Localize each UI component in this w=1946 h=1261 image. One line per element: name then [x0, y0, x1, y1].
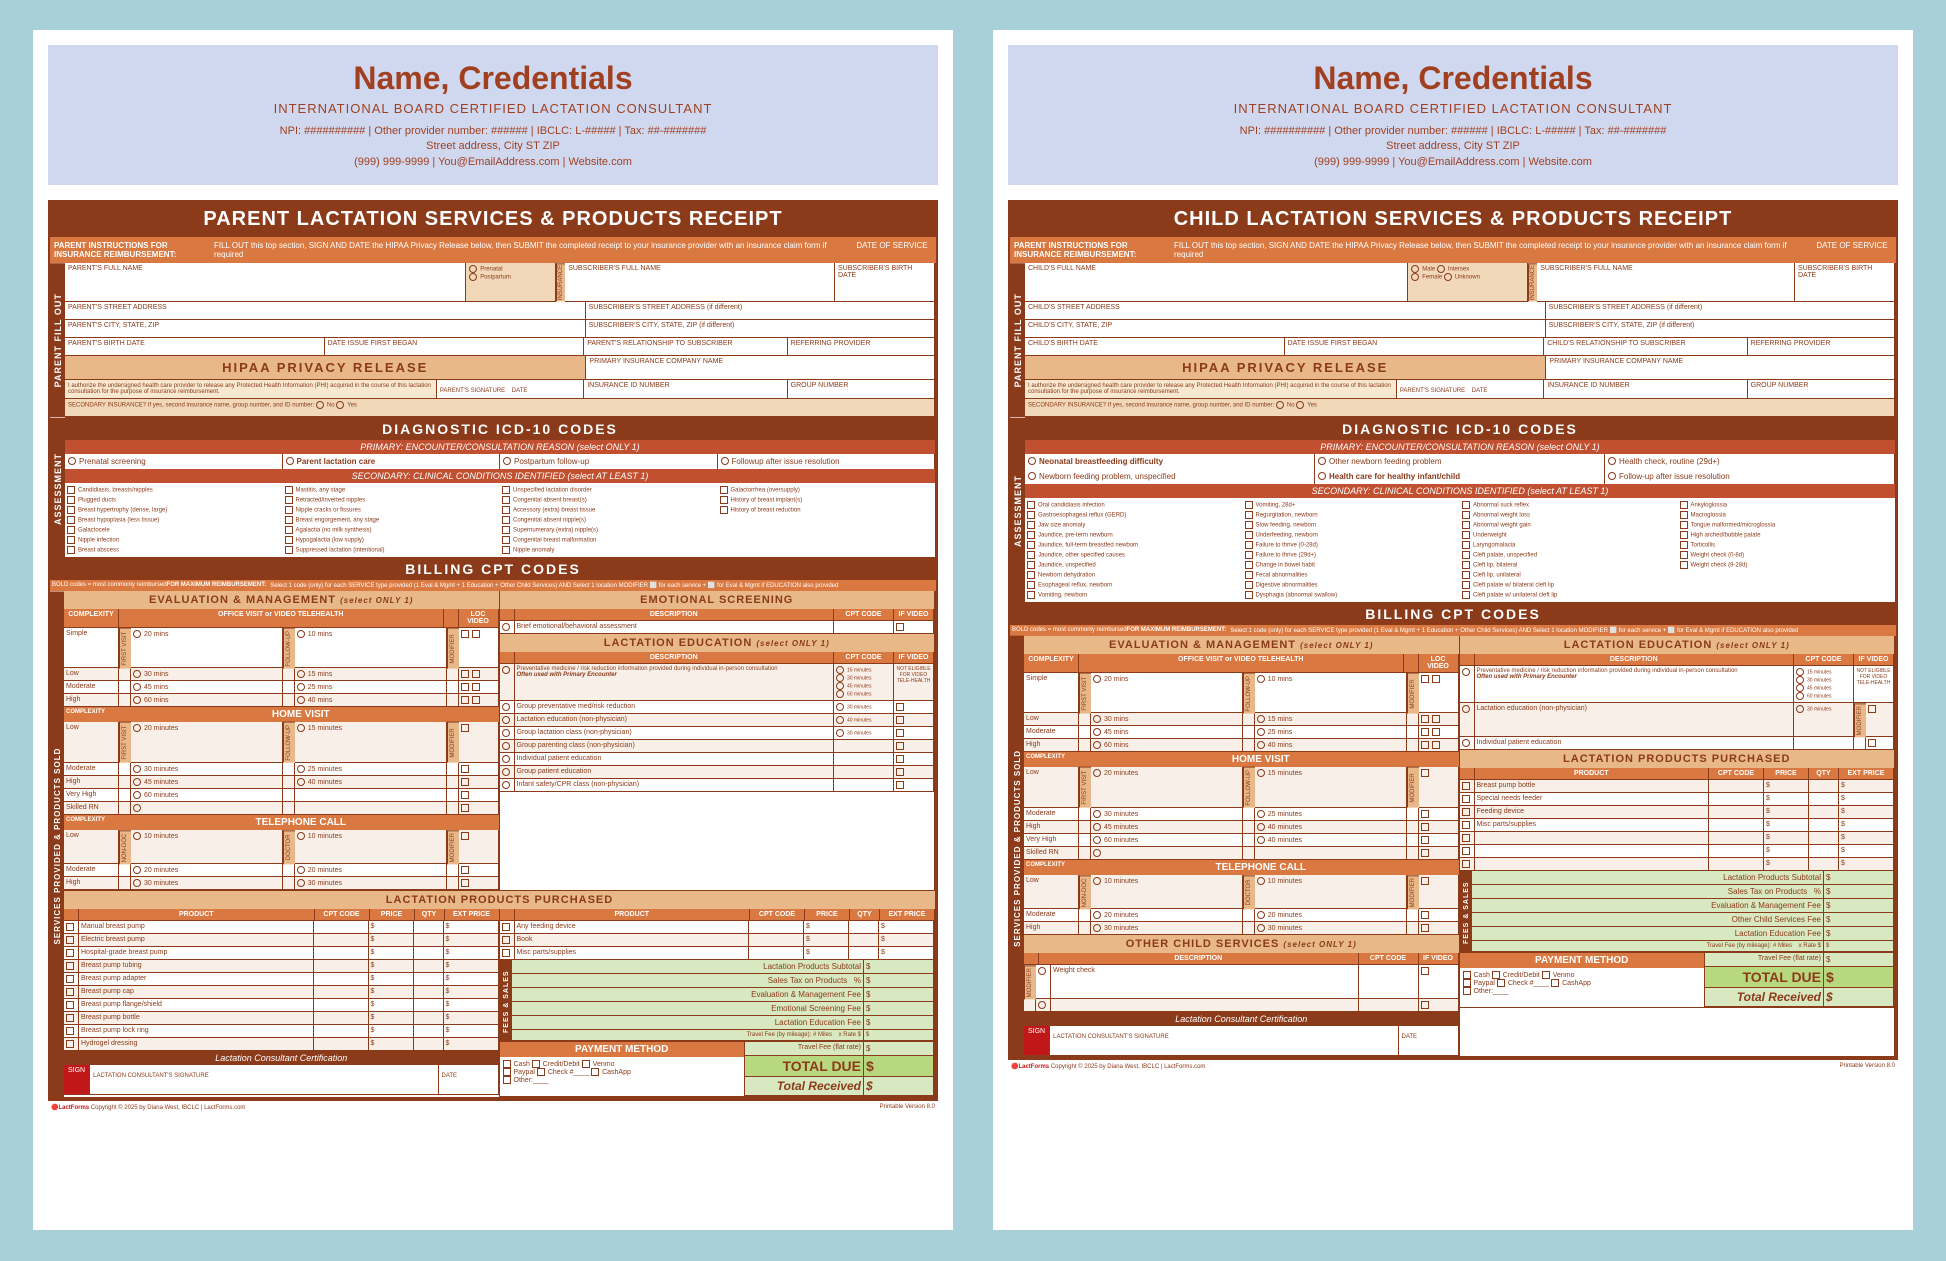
gender-options[interactable]: Male IntersexFemale Unknown [1408, 263, 1528, 301]
payment-title: PAYMENT METHOD [500, 1042, 744, 1057]
receipt-form: PARENT LACTATION SERVICES & PRODUCTS REC… [48, 200, 938, 1101]
prenatal-postpartum[interactable]: PrenatalPostpartum [466, 263, 556, 301]
provider-subtitle: INTERNATIONAL BOARD CERTIFIED LACTATION … [63, 101, 923, 116]
parent-addr[interactable]: PARENT'S STREET ADDRESS [65, 302, 586, 320]
sub-name[interactable]: SUBSCRIBER'S FULL NAME [565, 263, 835, 301]
header-line2: Street address, City ST ZIP [63, 139, 923, 154]
receipt-title: PARENT LACTATION SERVICES & PRODUCTS REC… [50, 202, 936, 237]
child-receipt-page: SAMPLE Name, Credentials INTERNATIONAL B… [993, 30, 1913, 1230]
side-fees: FEES & SALES [500, 960, 512, 1042]
referring[interactable]: REFERRING PROVIDER [788, 338, 935, 356]
side-assessment: ASSESSMENT [50, 418, 65, 558]
side-services: SERVICES PROVIDED & PRODUCTS SOLD [50, 591, 64, 1099]
copyright: 🔴LactForms Copyright © 2025 by Diana Wes… [48, 1101, 938, 1114]
conditions[interactable]: Candidiasis, breasts/nipplesPlugged duct… [65, 483, 935, 557]
instructions-bar: PARENT INSTRUCTIONS FOR INSURANCE REIMBU… [1010, 237, 1896, 263]
receipt-form: CHILD LACTATION SERVICES & PRODUCTS RECE… [1008, 200, 1898, 1060]
sig-date[interactable]: DATE [439, 1065, 499, 1095]
hipaa-title: HIPAA PRIVACY RELEASE [65, 356, 586, 380]
header: Name, Credentials INTERNATIONAL BOARD CE… [48, 45, 938, 185]
billing-note: BOLD codes = most commonly reimbursedFOR… [50, 580, 936, 591]
header-line3: (999) 999-9999 | You@EmailAddress.com | … [63, 155, 923, 170]
instr-text: FILL OUT this top section, SIGN AND DATE… [214, 241, 852, 259]
side-insurance: INSURANCE [556, 263, 565, 301]
provider-name: Name, Credentials [63, 60, 923, 97]
instr-label: PARENT INSTRUCTIONS FOR INSURANCE REIMBU… [54, 241, 214, 259]
tel-title: COMPLEXITYTELEPHONE CALL [64, 815, 499, 830]
ins-id[interactable]: INSURANCE ID NUMBER [584, 380, 787, 399]
parent-name-field[interactable]: PARENT'S FULL NAME [65, 263, 466, 301]
sign-icon: SIGN [64, 1065, 90, 1095]
eval-title: EVALUATION & MANAGEMENT (select ONLY 1) [64, 591, 499, 609]
products-title: LACTATION PRODUCTS PURCHASED [64, 891, 935, 909]
date-service-label: DATE OF SERVICE [852, 241, 932, 259]
provider-subtitle: INTERNATIONAL BOARD CERTIFIED LACTATION … [1023, 101, 1883, 116]
parent-city[interactable]: PARENT'S CITY, STATE, ZIP [65, 320, 586, 338]
product-row[interactable]: Manual breast pump$$ [64, 921, 499, 934]
primary-options[interactable]: Prenatal screening Parent lactation care… [65, 454, 935, 469]
hipaa-text: I authorize the undersigned health care … [65, 380, 437, 399]
primary-options[interactable]: Neonatal breastfeeding difficulty Other … [1025, 454, 1895, 469]
group-num[interactable]: GROUP NUMBER [788, 380, 935, 399]
consultant-sig[interactable]: LACTATION CONSULTANT'S SIGNATURE [90, 1065, 438, 1095]
provider-name: Name, Credentials [1023, 60, 1883, 97]
parent-birth[interactable]: PARENT'S BIRTH DATE [65, 338, 325, 356]
cert-bar: Lactation Consultant Certification [64, 1051, 499, 1065]
header-line1: NPI: ########## | Other provider number:… [63, 124, 923, 139]
eval-row[interactable]: SimpleFIRST VISIT20 minsFOLLOW-UP10 mins… [64, 628, 499, 669]
secondary-ins[interactable]: SECONDARY INSURANCE? If yes, second insu… [65, 399, 935, 417]
parent-sig[interactable]: PARENT'S SIGNATURE DATE [437, 380, 584, 399]
relationship[interactable]: PARENT'S RELATIONSHIP TO SUBSCRIBER [584, 338, 787, 356]
primary-sub: PRIMARY: ENCOUNTER/CONSULTATION REASON (… [65, 440, 935, 454]
sub-city[interactable]: SUBSCRIBER'S CITY, STATE, ZIP (if differ… [586, 320, 935, 338]
header: Name, Credentials INTERNATIONAL BOARD CE… [1008, 45, 1898, 185]
billing-title: BILLING CPT CODES [50, 558, 936, 580]
parent-receipt-page: SAMPLE Name, Credentials INTERNATIONAL B… [33, 30, 953, 1230]
side-parent-fill: PARENT FILL OUT [50, 263, 65, 417]
diag-title: DIAGNOSTIC ICD-10 CODES [65, 418, 935, 440]
emot-title: EMOTIONAL SCREENING [500, 591, 935, 609]
secondary-sub: SECONDARY: CLINICAL CONDITIONS IDENTIFIE… [65, 469, 935, 483]
conditions[interactable]: Oral candidiasis infectionGastroesophage… [1025, 498, 1895, 602]
date-issue[interactable]: DATE ISSUE FIRST BEGAN [325, 338, 585, 356]
fees-section: Lactation Products Subtotal$ Sales Tax o… [512, 960, 935, 1042]
sub-birth[interactable]: SUBSCRIBER'S BIRTH DATE [835, 263, 935, 301]
side-parent-fill: PARENT FILL OUT [1010, 263, 1025, 417]
child-name-field[interactable]: CHILD'S FULL NAME [1025, 263, 1408, 301]
ins-company[interactable]: PRIMARY INSURANCE COMPANY NAME [586, 356, 935, 380]
loc-video-head: LOC VIDEO [459, 609, 499, 628]
receipt-title: CHILD LACTATION SERVICES & PRODUCTS RECE… [1010, 202, 1896, 237]
other-services-title: OTHER CHILD SERVICES (select ONLY 1) [1024, 935, 1459, 953]
home-title: COMPLEXITYHOME VISIT [64, 707, 499, 722]
sub-addr[interactable]: SUBSCRIBER'S STREET ADDRESS (if differen… [586, 302, 935, 320]
instructions-bar: PARENT INSTRUCTIONS FOR INSURANCE REIMBU… [50, 237, 936, 263]
lact-edu-title: LACTATION EDUCATION (select ONLY 1) [500, 634, 935, 652]
payment-options[interactable]: Cash Credit/Debit VenmoPaypal Check #___… [500, 1057, 744, 1087]
